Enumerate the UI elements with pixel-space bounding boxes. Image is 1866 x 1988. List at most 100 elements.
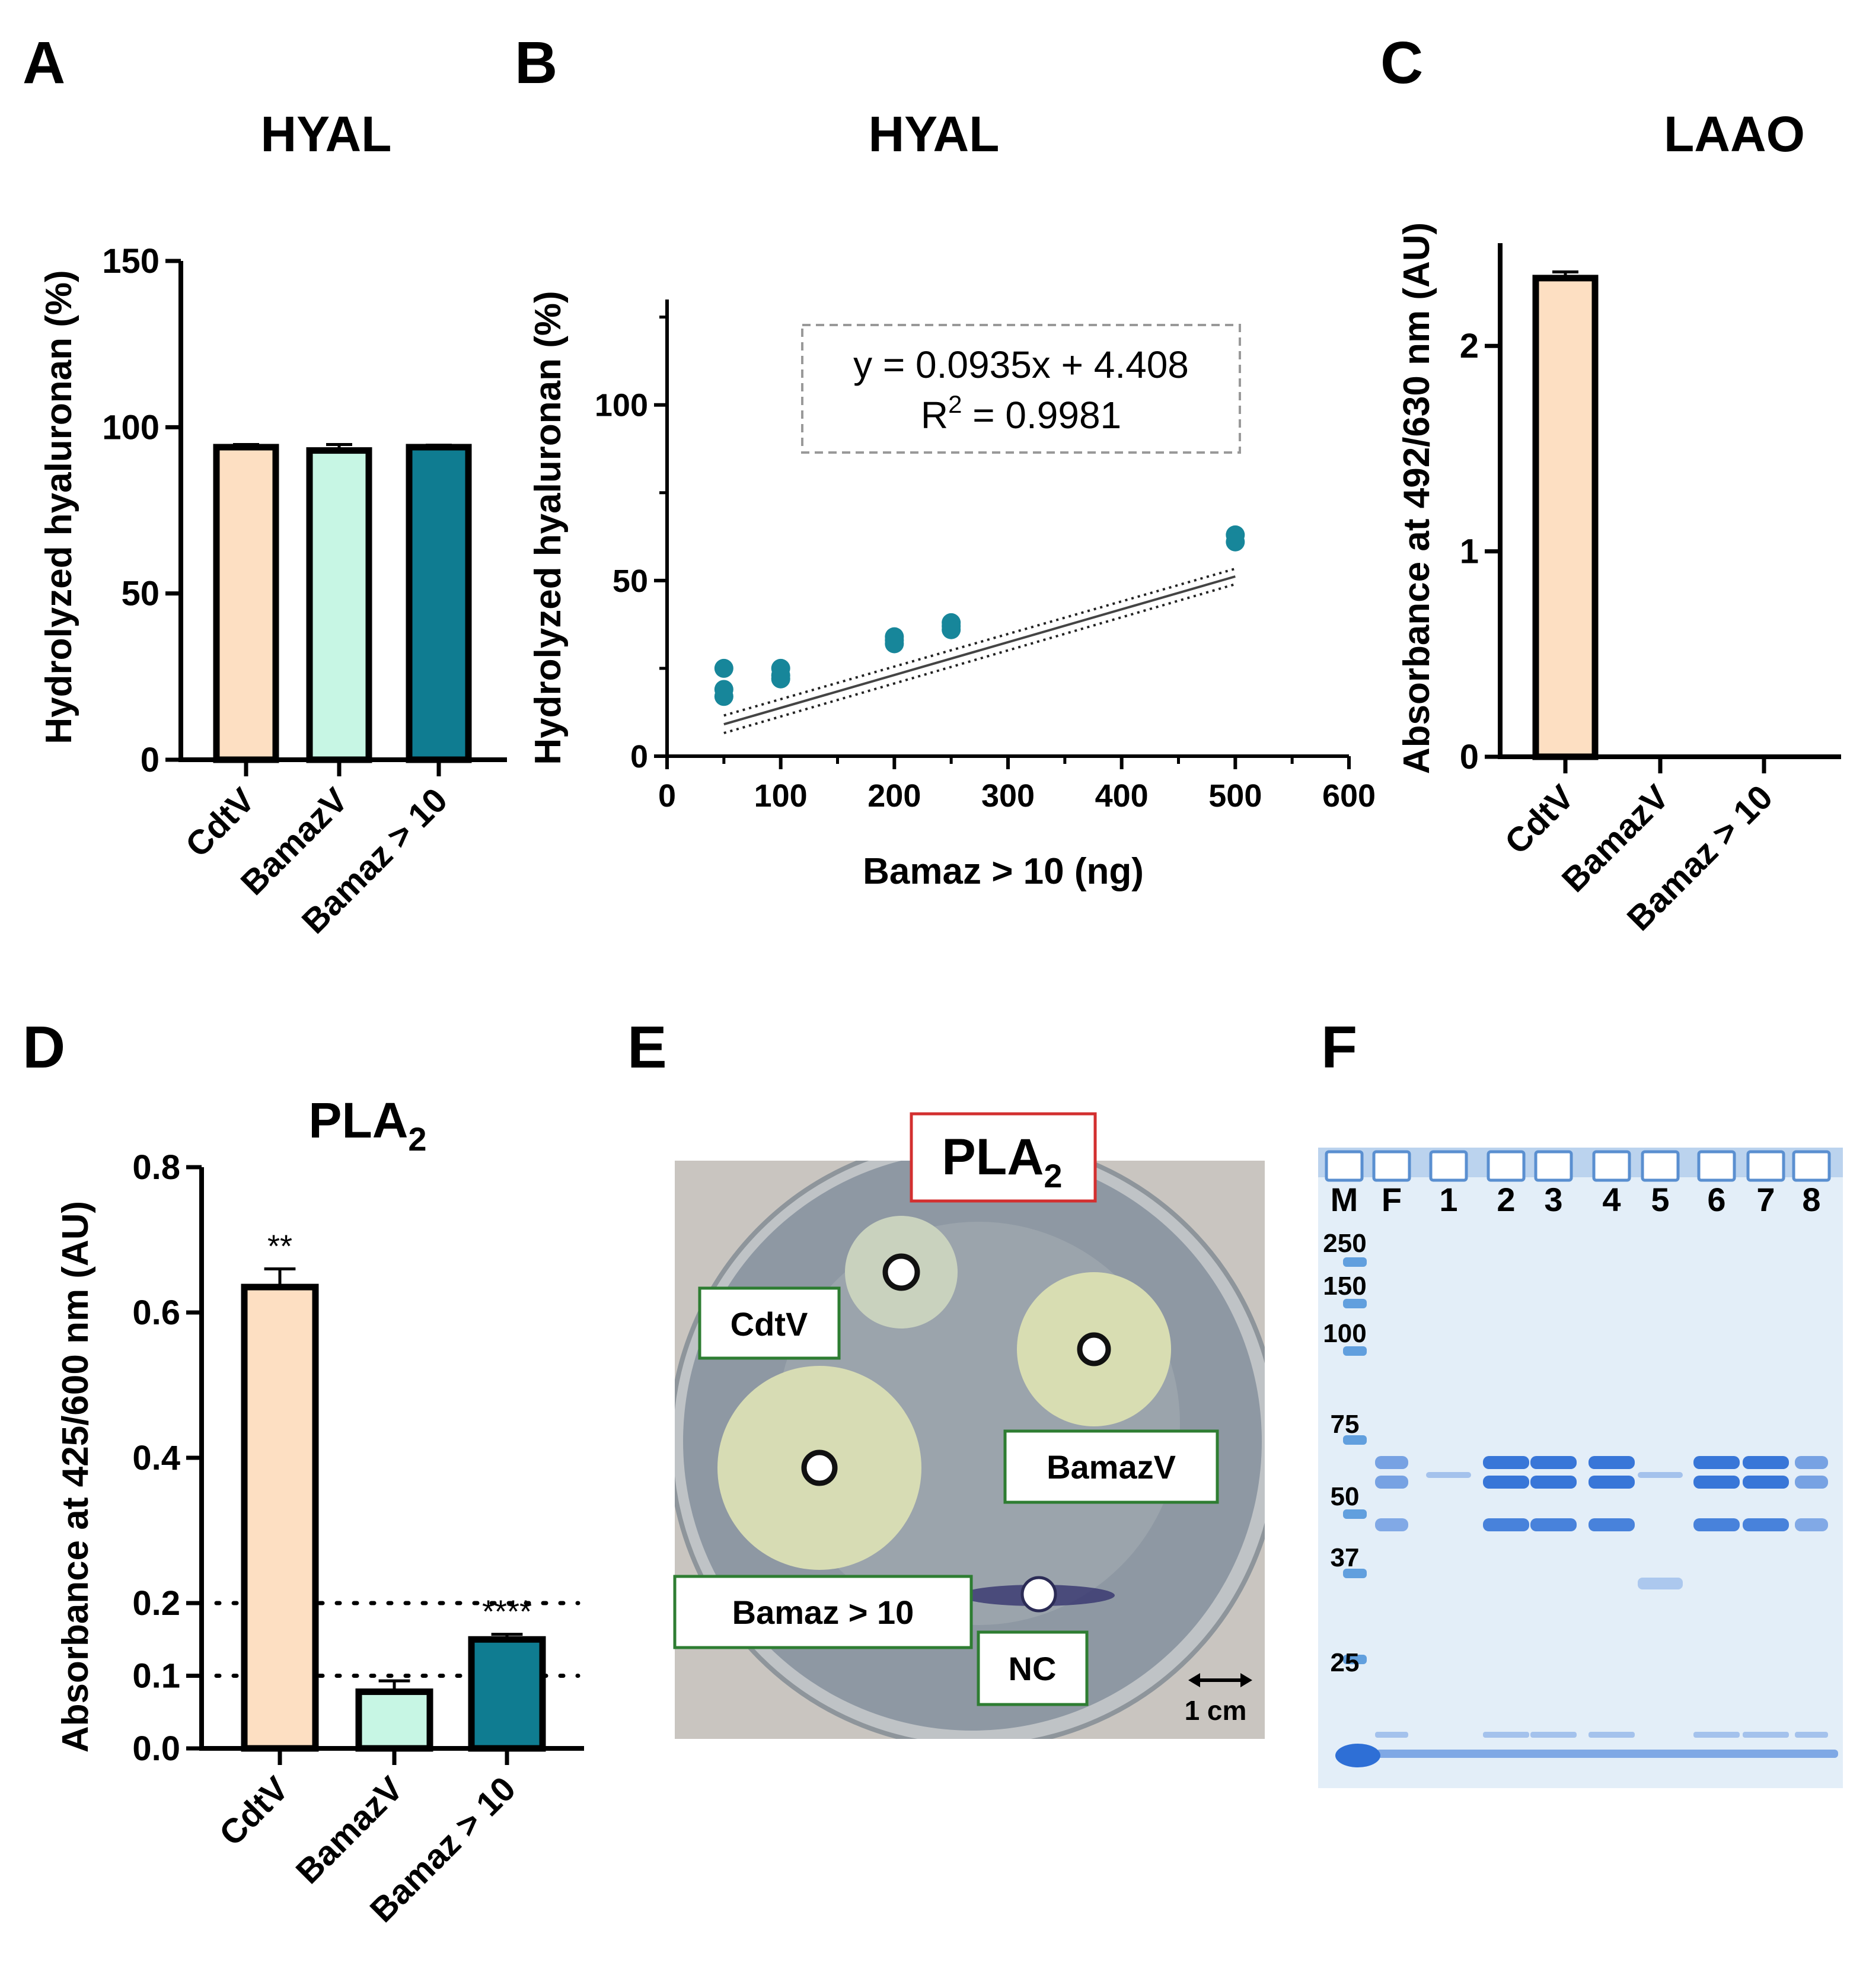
- F-band-lower-4: [1530, 1518, 1577, 1531]
- F-lane-label-1: F: [1382, 1181, 1402, 1218]
- B-xtick-label-1: 100: [754, 778, 808, 814]
- F-marker-label-0: 250: [1323, 1229, 1366, 1258]
- F-band-upper-5: [1589, 1456, 1635, 1469]
- F-dye-front: [1376, 1750, 1838, 1758]
- B-regression-line: [723, 575, 1236, 726]
- B-data-point-13: [1226, 532, 1245, 552]
- F-well-7: [1697, 1150, 1736, 1182]
- F-well-1: [1372, 1150, 1411, 1182]
- F-marker-label-5: 37: [1331, 1543, 1360, 1572]
- B-data-point-11: [942, 620, 961, 639]
- F-ladder-band-5: [1343, 1569, 1367, 1578]
- panel-a-hyal-bar-chart: HYAL Hydrolyzed hyaluronan (%) 0 50 100 150…: [39, 106, 507, 941]
- D-significance-2: ****: [482, 1594, 532, 1630]
- A-ytick-label-0: 0: [141, 741, 160, 779]
- F-ladder-band-6: [1343, 1655, 1367, 1664]
- D-category-label-0: CdtV: [212, 1769, 296, 1853]
- F-band-faint-low-6: [1638, 1578, 1683, 1589]
- F-well-5: [1592, 1150, 1631, 1182]
- A-bar-0: [213, 444, 279, 763]
- F-band-small-7: [1693, 1732, 1740, 1738]
- F-band-small-4: [1530, 1732, 1577, 1738]
- panel-c-laao-bar-chart: LAAO Absorbance at 492/630 nm (AU) 0 1 2 C…: [1396, 106, 1841, 938]
- panel-label-a: A: [23, 30, 65, 96]
- D-ytick-label-3: 0.4: [132, 1439, 180, 1477]
- cdtv-well: [882, 1253, 920, 1291]
- bamazv-well: [1077, 1332, 1111, 1366]
- panel-d-title: PLA2: [308, 1092, 426, 1158]
- B-ytick-label-2: 100: [595, 388, 648, 423]
- D-ytick-label-4: 0.6: [132, 1294, 180, 1332]
- B-confidence-upper: [723, 568, 1236, 717]
- D-ytick-label-0: 0.0: [132, 1729, 180, 1768]
- F-band-small-8: [1743, 1732, 1789, 1738]
- panel-b-equation-box: [801, 324, 1241, 454]
- F-marker-label-3: 75: [1331, 1410, 1360, 1439]
- F-band-upper-8: [1743, 1456, 1789, 1469]
- F-band-faint-6: [1638, 1472, 1683, 1478]
- D-ytick-label-2: 0.2: [132, 1584, 180, 1623]
- D-ytick-label-5: 0.8: [132, 1148, 180, 1187]
- F-well-8: [1746, 1150, 1785, 1182]
- plate-label-nc: NC: [1009, 1650, 1057, 1687]
- A-ytick-label-1: 50: [121, 575, 160, 613]
- F-band-small-3: [1483, 1732, 1529, 1738]
- F-marker-label-6: 25: [1331, 1648, 1360, 1677]
- D-ytick-label-1: 0.1: [132, 1657, 180, 1696]
- F-band-mid-3: [1483, 1476, 1529, 1489]
- B-xtick-label-3: 300: [981, 778, 1035, 814]
- F-lane-label-6: 5: [1651, 1181, 1669, 1218]
- scale-bar: [1188, 1673, 1252, 1687]
- F-band-upper-1: [1375, 1456, 1408, 1469]
- F-well-0: [1325, 1150, 1364, 1182]
- F-band-mid-5: [1589, 1476, 1635, 1489]
- panel-e-plate-assay: PLA2 CdtV BamazV Bamaz > 10 NC 1 cm: [673, 1112, 1265, 1739]
- panel-label-f: F: [1321, 1014, 1357, 1081]
- F-well-2: [1429, 1150, 1468, 1182]
- A-ytick-label-2: 100: [102, 408, 160, 447]
- F-lane-label-5: 4: [1602, 1181, 1621, 1218]
- F-band-small-5: [1589, 1732, 1635, 1738]
- B-data-point-0: [714, 658, 733, 678]
- C-category-label-0: CdtV: [1498, 778, 1582, 862]
- F-lane-label-0: M: [1331, 1181, 1358, 1218]
- panel-a-y-axis-label: Hydrolyzed hyaluronan (%): [39, 270, 79, 744]
- C-ytick-label-0: 0: [1460, 738, 1479, 776]
- F-band-mid-8: [1743, 1476, 1789, 1489]
- D-significance-0: **: [267, 1229, 292, 1264]
- F-band-upper-4: [1530, 1456, 1577, 1469]
- F-ladder-band-0: [1343, 1257, 1367, 1267]
- plate-label-cdtv: CdtV: [731, 1305, 808, 1343]
- F-band-mid-7: [1693, 1476, 1740, 1489]
- B-xtick-label-5: 500: [1208, 778, 1262, 814]
- panel-b-hyal-scatter-chart: HYAL Hydrolyzed hyaluronan (%) Bamaz > 1…: [528, 106, 1376, 892]
- F-lane-label-3: 2: [1497, 1181, 1515, 1218]
- B-ytick-label-1: 50: [613, 563, 648, 599]
- panel-c-y-axis-label: Absorbance at 492/630 nm (AU): [1396, 222, 1437, 774]
- C-bar-0: [1532, 275, 1599, 760]
- A-bar-1: [306, 447, 372, 763]
- panel-label-e: E: [627, 1014, 667, 1081]
- F-marker-label-2: 100: [1323, 1319, 1366, 1348]
- F-band-lower-8: [1743, 1518, 1789, 1531]
- F-band-mid-9: [1795, 1476, 1828, 1489]
- A-ytick-label-3: 150: [102, 242, 160, 281]
- panel-label-c: C: [1380, 30, 1423, 96]
- scale-bar-label: 1 cm: [1185, 1695, 1247, 1726]
- C-ytick-label-2: 2: [1460, 327, 1479, 365]
- F-ladder-band-2: [1343, 1346, 1367, 1356]
- plate-label-bamaz10: Bamaz > 10: [732, 1594, 914, 1631]
- F-lane-label-4: 3: [1544, 1181, 1562, 1218]
- F-band-lower-9: [1795, 1518, 1828, 1531]
- B-data-point-2: [714, 687, 733, 706]
- panel-b-title: HYAL: [869, 106, 1000, 162]
- B-xtick-label-4: 400: [1095, 778, 1149, 814]
- D-bar-1: [355, 1688, 433, 1752]
- F-band-mid-4: [1530, 1476, 1577, 1489]
- D-bar-2: [468, 1636, 546, 1752]
- F-band-upper-3: [1483, 1456, 1529, 1469]
- A-bar-2: [406, 444, 472, 763]
- panel-b-r-squared: R2 = 0.9981: [921, 390, 1121, 437]
- B-data-point-8: [885, 634, 904, 654]
